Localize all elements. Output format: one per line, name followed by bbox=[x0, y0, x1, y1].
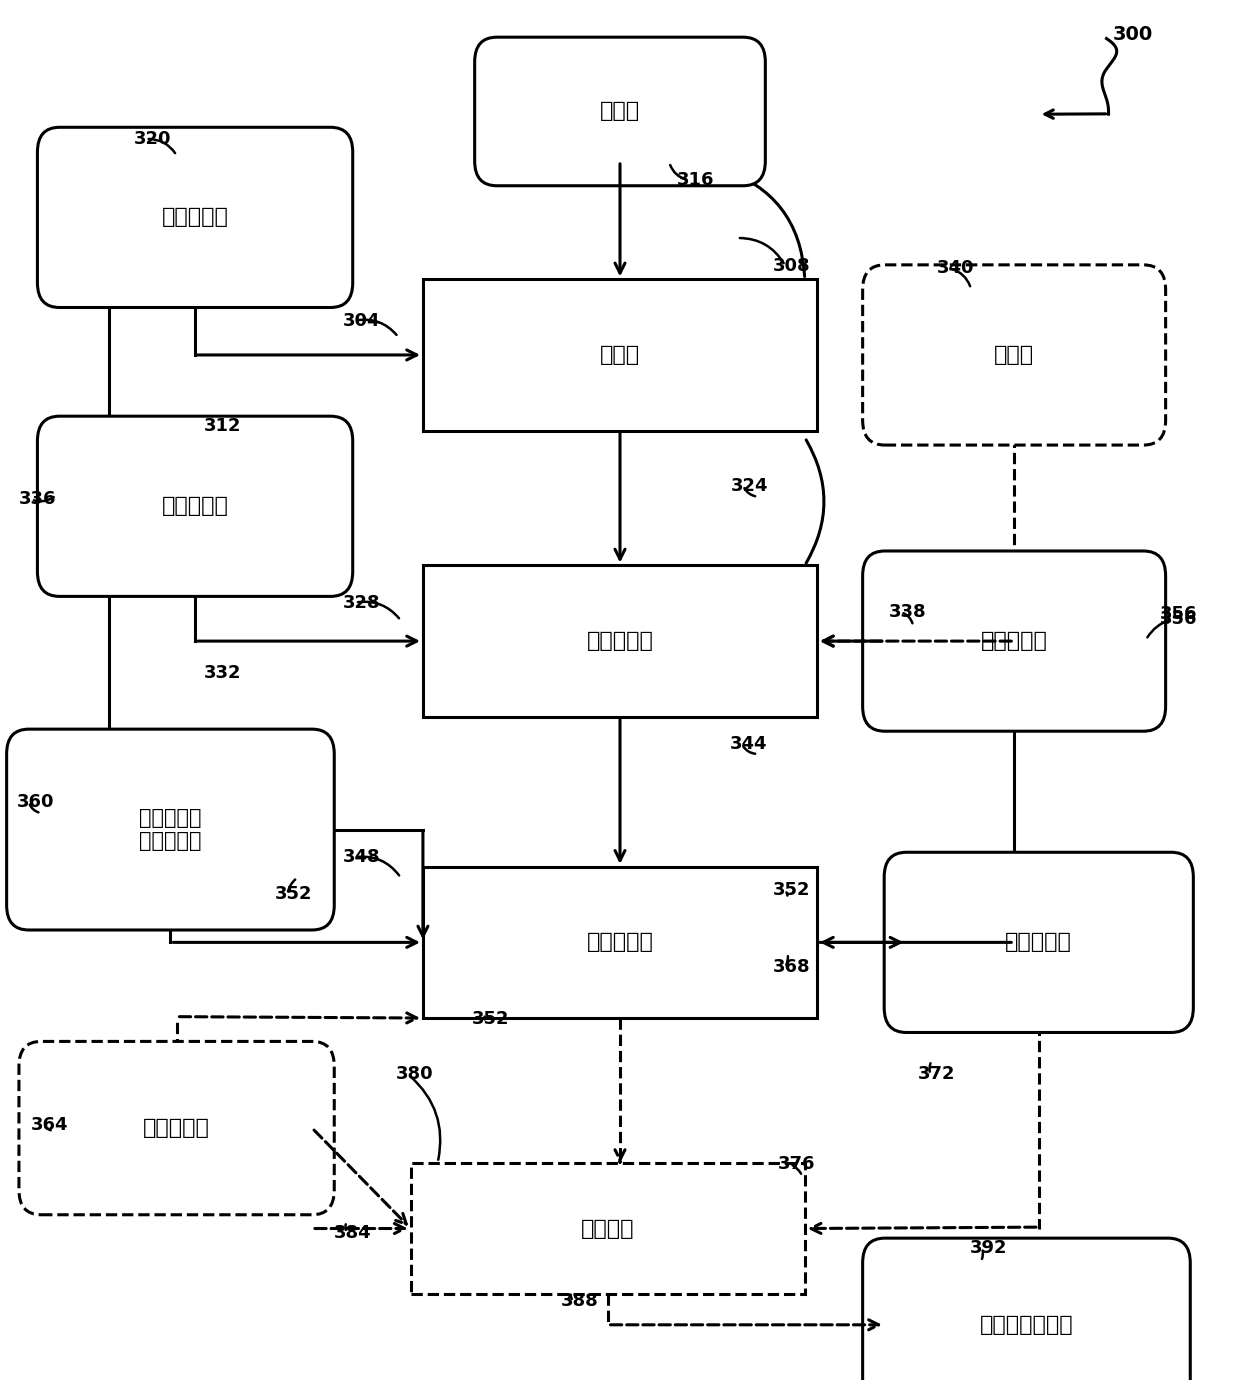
Text: 表面施胶剂: 表面施胶剂 bbox=[161, 497, 228, 516]
Text: 368: 368 bbox=[773, 958, 811, 976]
Text: 344: 344 bbox=[729, 735, 768, 753]
Text: 320: 320 bbox=[134, 130, 171, 148]
Text: 388: 388 bbox=[560, 1293, 599, 1311]
Text: 348: 348 bbox=[343, 848, 381, 866]
FancyBboxPatch shape bbox=[410, 1163, 805, 1294]
Text: 372: 372 bbox=[918, 1066, 956, 1084]
Text: 纸纤维: 纸纤维 bbox=[600, 101, 640, 122]
Text: 内部施胶剂: 内部施胶剂 bbox=[161, 208, 228, 227]
Text: 聚合物乳液: 聚合物乳液 bbox=[143, 1118, 210, 1138]
Text: 316: 316 bbox=[677, 172, 714, 190]
Text: 384: 384 bbox=[335, 1223, 372, 1241]
Text: 300: 300 bbox=[1112, 25, 1153, 44]
Text: 涂布纸基材: 涂布纸基材 bbox=[1006, 933, 1073, 952]
Text: 疏水性颜料
粘合剂组分: 疏水性颜料 粘合剂组分 bbox=[139, 808, 202, 851]
FancyBboxPatch shape bbox=[37, 417, 352, 597]
Text: 308: 308 bbox=[773, 256, 811, 274]
FancyBboxPatch shape bbox=[475, 37, 765, 185]
Text: 疏水性涂层: 疏水性涂层 bbox=[587, 933, 653, 952]
FancyBboxPatch shape bbox=[423, 280, 817, 430]
FancyBboxPatch shape bbox=[423, 866, 817, 1019]
FancyBboxPatch shape bbox=[37, 127, 352, 307]
Text: 392: 392 bbox=[970, 1239, 1007, 1257]
Text: 356: 356 bbox=[1159, 610, 1197, 628]
Text: 376: 376 bbox=[777, 1154, 815, 1172]
FancyBboxPatch shape bbox=[863, 551, 1166, 731]
Text: 纸基材: 纸基材 bbox=[600, 345, 640, 365]
FancyBboxPatch shape bbox=[884, 853, 1193, 1032]
Text: 352: 352 bbox=[275, 886, 312, 904]
Text: 356: 356 bbox=[1159, 605, 1197, 623]
FancyBboxPatch shape bbox=[423, 566, 817, 717]
Text: 纸颜料组分: 纸颜料组分 bbox=[981, 631, 1048, 650]
Text: 表面施胶层: 表面施胶层 bbox=[587, 631, 653, 650]
Text: 332: 332 bbox=[203, 664, 242, 682]
FancyBboxPatch shape bbox=[19, 1041, 335, 1215]
Text: 338: 338 bbox=[889, 603, 926, 621]
Text: 340: 340 bbox=[936, 259, 975, 277]
Text: 312: 312 bbox=[203, 417, 242, 435]
FancyBboxPatch shape bbox=[863, 1239, 1190, 1384]
Text: 纸颜料: 纸颜料 bbox=[994, 345, 1034, 365]
Text: 352: 352 bbox=[472, 1010, 510, 1028]
Text: 352: 352 bbox=[773, 882, 810, 900]
Text: 364: 364 bbox=[31, 1117, 68, 1135]
Text: 380: 380 bbox=[396, 1066, 434, 1084]
FancyBboxPatch shape bbox=[863, 264, 1166, 446]
Text: 328: 328 bbox=[343, 594, 381, 612]
Text: 336: 336 bbox=[19, 490, 57, 508]
Text: 324: 324 bbox=[730, 476, 769, 494]
FancyBboxPatch shape bbox=[6, 729, 335, 930]
Text: 防潮涂层: 防潮涂层 bbox=[580, 1218, 635, 1239]
Text: 360: 360 bbox=[16, 793, 55, 811]
Text: 防潮涂布纸基材: 防潮涂布纸基材 bbox=[980, 1315, 1074, 1334]
Text: 304: 304 bbox=[343, 311, 381, 329]
